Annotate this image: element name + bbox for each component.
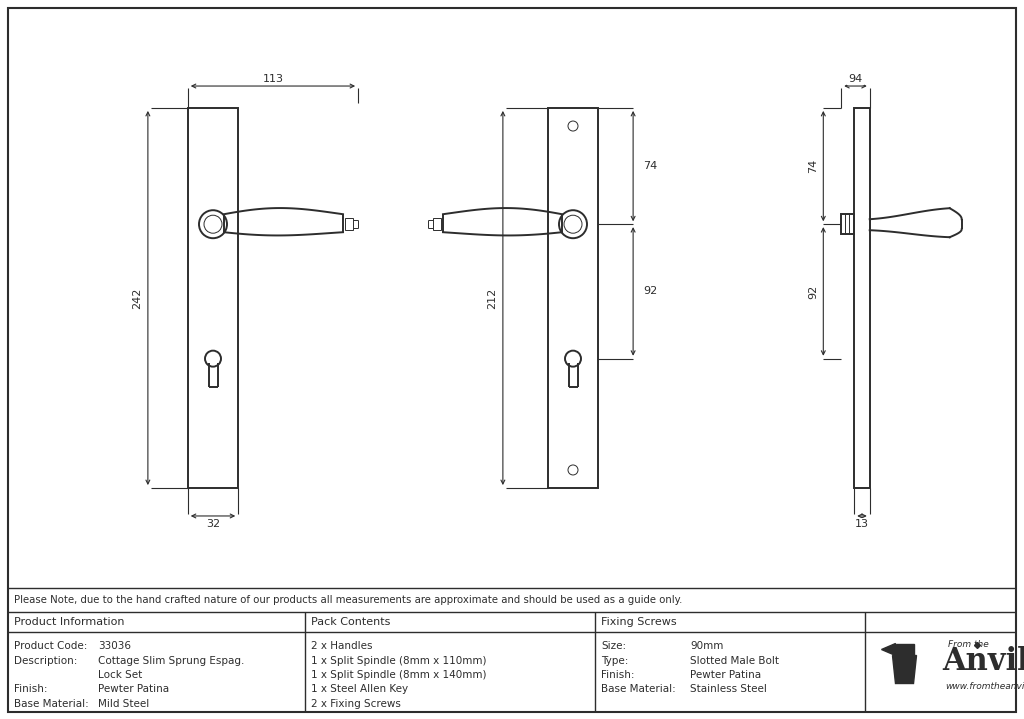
Text: Pack Contents: Pack Contents [311, 617, 390, 627]
Text: www.fromtheanvil.co.uk: www.fromtheanvil.co.uk [945, 682, 1024, 691]
Text: Lock Set: Lock Set [98, 670, 142, 680]
Text: Size:: Size: [601, 641, 626, 651]
Text: Please Note, due to the hand crafted nature of our products all measurements are: Please Note, due to the hand crafted nat… [14, 595, 682, 605]
Text: 92: 92 [808, 284, 818, 298]
Text: 13: 13 [855, 519, 869, 529]
Polygon shape [882, 644, 896, 656]
Text: 113: 113 [262, 74, 284, 84]
Text: Fixing Screws: Fixing Screws [601, 617, 677, 627]
Text: Stainless Steel: Stainless Steel [690, 684, 767, 695]
Text: 1 x Split Spindle (8mm x 110mm): 1 x Split Spindle (8mm x 110mm) [311, 656, 486, 666]
Text: 74: 74 [808, 159, 818, 173]
Text: Base Material:: Base Material: [601, 684, 676, 695]
Text: 242: 242 [132, 288, 142, 308]
Text: Product Code:: Product Code: [14, 641, 87, 651]
Text: Slotted Male Bolt: Slotted Male Bolt [690, 656, 779, 666]
Text: Base Material:: Base Material: [14, 699, 89, 709]
Text: Anvil: Anvil [942, 646, 1024, 677]
Text: 1 x Split Spindle (8mm x 140mm): 1 x Split Spindle (8mm x 140mm) [311, 670, 486, 680]
Text: Product Information: Product Information [14, 617, 125, 627]
Bar [433, 218, 441, 230]
Bar [548, 108, 598, 488]
Text: Finish:: Finish: [14, 684, 47, 695]
Text: 74: 74 [643, 161, 657, 171]
Text: Pewter Patina: Pewter Patina [98, 684, 169, 695]
Text: Description:: Description: [14, 656, 78, 666]
Text: 32: 32 [206, 519, 220, 529]
Polygon shape [893, 656, 916, 684]
Text: 92: 92 [643, 286, 657, 296]
Text: 94: 94 [848, 74, 862, 84]
Text: 1 x Steel Allen Key: 1 x Steel Allen Key [311, 684, 409, 695]
Text: Pewter Patina: Pewter Patina [690, 670, 761, 680]
Text: Cottage Slim Sprung Espag.: Cottage Slim Sprung Espag. [98, 656, 245, 666]
Text: 212: 212 [486, 288, 497, 308]
Text: 90mm: 90mm [690, 641, 723, 651]
Bar [187, 108, 239, 488]
Text: Finish:: Finish: [601, 670, 635, 680]
Bar [842, 214, 854, 234]
Text: 2 x Fixing Screws: 2 x Fixing Screws [311, 699, 400, 709]
Text: From the: From the [948, 640, 989, 649]
Text: Type:: Type: [601, 656, 629, 666]
Text: 33036: 33036 [98, 641, 131, 651]
Text: Mild Steel: Mild Steel [98, 699, 150, 709]
Bar [854, 108, 869, 488]
Text: 2 x Handles: 2 x Handles [311, 641, 373, 651]
Bar [345, 218, 353, 230]
Polygon shape [896, 644, 913, 656]
